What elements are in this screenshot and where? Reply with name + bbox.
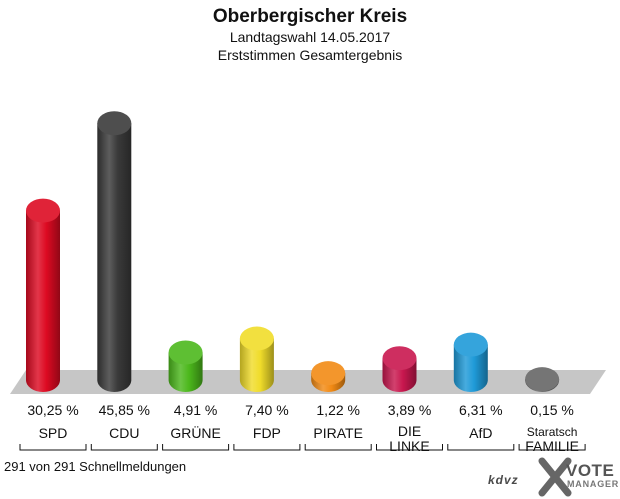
manager-logo-text: MANAGER [567,479,620,489]
bar-gr-ne [168,340,203,392]
status-text: 291 von 291 Schnellmeldungen [4,459,187,474]
bar-fdp [239,326,274,392]
bar-body-afd [453,344,488,392]
bar-top-die-linke [382,346,417,371]
category-bracket-die-linke [376,444,443,451]
category-bracket-afd [447,444,515,451]
category-label-die-linke-line1: DIE [398,423,421,439]
value-label-afd: 6,31 % [459,402,503,418]
bar-top-cdu [97,111,132,136]
value-label-spd: 30,25 % [27,402,78,418]
cross-mark-icon [538,457,572,497]
category-label-gr-ne: GRÜNE [170,424,221,441]
bar-top-pirate [311,361,346,386]
bar-body-cdu [97,123,132,393]
category-label-die-linke-line2: LINKE [389,438,429,454]
bar-cdu [97,111,132,393]
bar-spd [26,198,60,392]
bar-chart: 30,25 % SPD 45,85 % CDU 4,91 % GRÜNE 7,40 % FDP… [10,111,606,454]
bar-body-spd [26,210,60,392]
bar-top-fdp [239,326,274,351]
value-label-staratsch-familie: 0,15 % [530,402,574,418]
bar-afd [453,332,488,392]
category-bracket-staratsch-familie [518,444,586,451]
category-label-staratsch-familie-line2: FAMILIE [525,438,579,454]
bar-top-gr-ne [168,340,203,365]
value-label-cdu: 45,85 % [99,402,150,418]
bar-pirate [311,361,346,392]
value-label-pirate: 1,22 % [316,402,360,418]
value-label-gr-ne: 4,91 % [174,402,218,418]
category-bracket-cdu [90,444,158,451]
category-bracket-spd [19,444,87,451]
chart-titles: Oberbergischer Kreis Landtagswahl 14.05.… [0,6,620,64]
category-label-spd: SPD [39,425,68,441]
chart-title: Oberbergischer Kreis [212,6,408,27]
category-label-staratsch-familie-line1: Staratsch [527,425,578,439]
category-label-fdp: FDP [253,425,281,441]
bar-die-linke [382,346,417,392]
category-label-cdu: CDU [109,425,139,441]
kdvz-logo-text: kdvz [488,473,519,487]
chart-subtitle-2: Erststimmen Gesamtergebnis [217,47,403,63]
category-label-pirate: PIRATE [313,425,363,441]
chart-subtitle: Landtagswahl 14.05.2017 [229,29,391,45]
vote-logo-text: VOTE [566,461,615,480]
bar-top-afd [453,332,488,357]
bar-top-staratsch-familie [525,367,560,392]
category-label-afd: AfD [469,425,492,441]
bar-top-spd [26,198,60,223]
category-bracket-pirate [304,444,372,451]
bar-staratsch-familie [525,367,560,392]
bar-body-fdp [239,338,274,392]
category-bracket-gr-ne [162,444,230,451]
vote-manager-logo: kdvz VOTE MANAGER [470,455,620,499]
value-label-die-linke: 3,89 % [388,402,432,418]
category-bracket-fdp [233,444,301,451]
value-label-fdp: 7,40 % [245,402,289,418]
